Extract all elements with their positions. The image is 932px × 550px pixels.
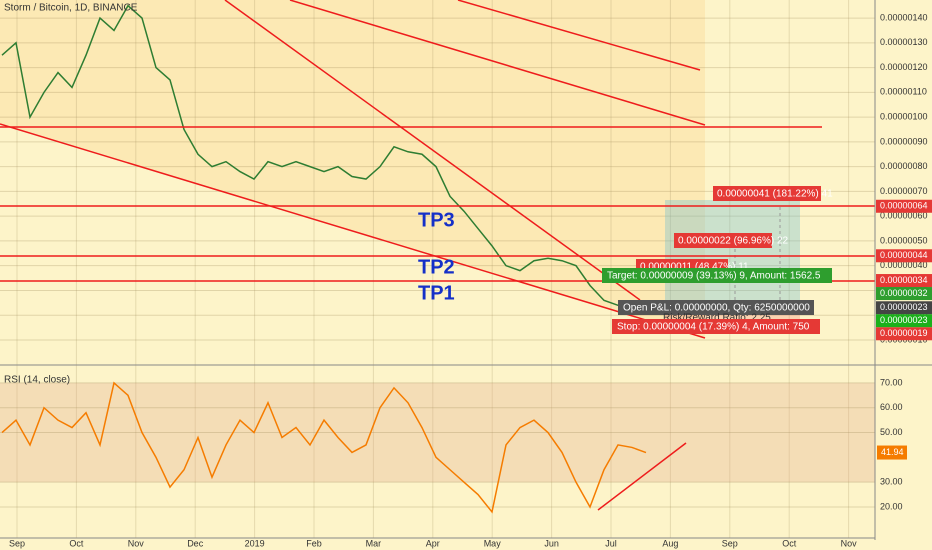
label-box [674,233,772,248]
price-tag-label: 0.00000023 [880,315,928,325]
target-label: Target: 0.00000009 (39.13%) 9, Amount: 1… [607,271,821,282]
trend-line [289,0,706,126]
y-tick-label: 0.00000050 [880,235,928,245]
y-tick-label: 20.00 [880,501,903,511]
rsi-trend-line [597,442,687,511]
price-tag [876,199,932,213]
level-label: 0.00000011 (48.47%) 11 [640,262,749,273]
price-tag-label: 0.00000032 [880,288,928,298]
y-tick-label: 0.00000100 [880,111,928,121]
price-tag [876,314,932,328]
x-tick-label: Jun [544,538,559,548]
drawings [0,0,875,511]
x-tick-label: Sep [9,538,25,548]
label-box [612,319,820,334]
price-tag [876,301,932,315]
price-line [1,4,646,309]
label-box [602,268,832,283]
x-tick-label: Oct [782,538,797,548]
last-value-label: 41.94 [881,447,904,457]
tp-label: TP2 [418,256,455,278]
y-tick-label: 0.00000130 [880,37,928,47]
x-tick-label: 2019 [245,538,265,548]
x-tick-label: Apr [426,538,440,548]
target-zone [665,200,800,300]
tp-label: TP3 [418,209,455,231]
price-tag-label: 0.00000044 [880,250,928,260]
y-tick-label: 0.00000110 [880,87,927,97]
pnl-label: Open P&L: 0.00000000, Qty: 6250000000 [623,303,810,314]
stop-label: Stop: 0.00000004 (17.39%) 4, Amount: 750 [617,322,810,333]
y-tick-label: 0.00000080 [880,161,928,171]
x-tick-label: Nov [841,538,858,548]
y-tick-label: 0.00000140 [880,12,928,22]
x-tick-label: Oct [69,538,84,548]
y-tick-label: 0.00000120 [880,62,928,72]
x-tick-label: Aug [662,538,678,548]
price-tag [876,287,932,301]
x-tick-label: Sep [722,538,738,548]
rsi-line [1,381,647,514]
trend-line [0,123,706,339]
ratio-label: Risk/Reward Ratio: 2.25 [663,313,771,324]
channel-shade [0,0,705,338]
y-tick-label: 0.00000040 [880,260,928,270]
price-tag-label: 0.00000034 [880,275,928,285]
x-tick-label: Jul [605,538,617,548]
rsi-band [0,382,875,483]
x-tick-label: May [484,538,502,548]
price-tag-label: 0.00000064 [880,201,928,211]
y-tick-label: 60.00 [880,402,903,412]
y-tick-label: 70.00 [880,377,903,387]
x-tick-label: Nov [128,538,145,548]
y-tick-label: 0.00000090 [880,136,928,146]
x-tick-label: Dec [187,538,204,548]
trend-line [457,0,701,71]
price-tag [876,249,932,263]
y-tick-label: 0.00000070 [880,186,928,196]
level-label: 0.00000041 (181.22%) 41 [717,189,833,200]
price-tag-label: 0.00000019 [880,328,928,338]
price-tag-label: 0.00000023 [880,302,928,312]
label-box [618,300,814,315]
y-tick-label: 30.00 [880,477,903,487]
trend-line [224,0,641,301]
tp-labels: TP3 TP2 TP1 [418,209,455,304]
price-tag [876,327,932,341]
last-value-box [877,445,907,460]
x-tick-label: Feb [306,538,322,548]
label-box [713,186,821,201]
rsi-title: RSI (14, close) [4,375,70,386]
y-tick-label: 0.00000060 [880,211,928,221]
y-tick-label: 50.00 [880,427,903,437]
x-tick-label: Mar [366,538,382,548]
price-tag [876,274,932,288]
tp-label: TP1 [418,282,455,304]
chart-title: Storm / Bitcoin, 1D, BINANCE [4,3,138,14]
level-label: 0.00000022 (96.96%) 22 [678,236,789,247]
